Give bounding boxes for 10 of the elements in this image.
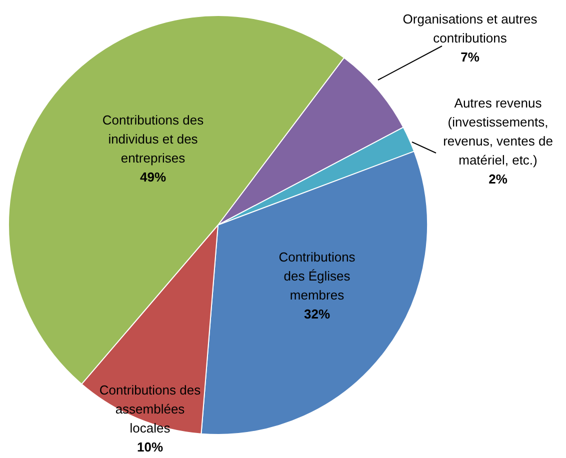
slice-label: Autres revenus (investissements, revenus, ventes de matériel, etc.) xyxy=(443,96,553,168)
data-label: 32% xyxy=(304,306,330,322)
data-label: 7% xyxy=(460,50,480,65)
data-label: 2% xyxy=(488,172,508,187)
data-label: 10% xyxy=(136,440,164,455)
slice-label: Contributions des Églises membres xyxy=(278,250,356,303)
slice-label: Contributions des individus et des entreprises xyxy=(102,112,204,166)
slice-label: Organisations et autres contributions xyxy=(402,12,538,46)
data-label: 49% xyxy=(140,170,166,185)
slice-label: Contributions des assemblées locales xyxy=(99,382,202,436)
